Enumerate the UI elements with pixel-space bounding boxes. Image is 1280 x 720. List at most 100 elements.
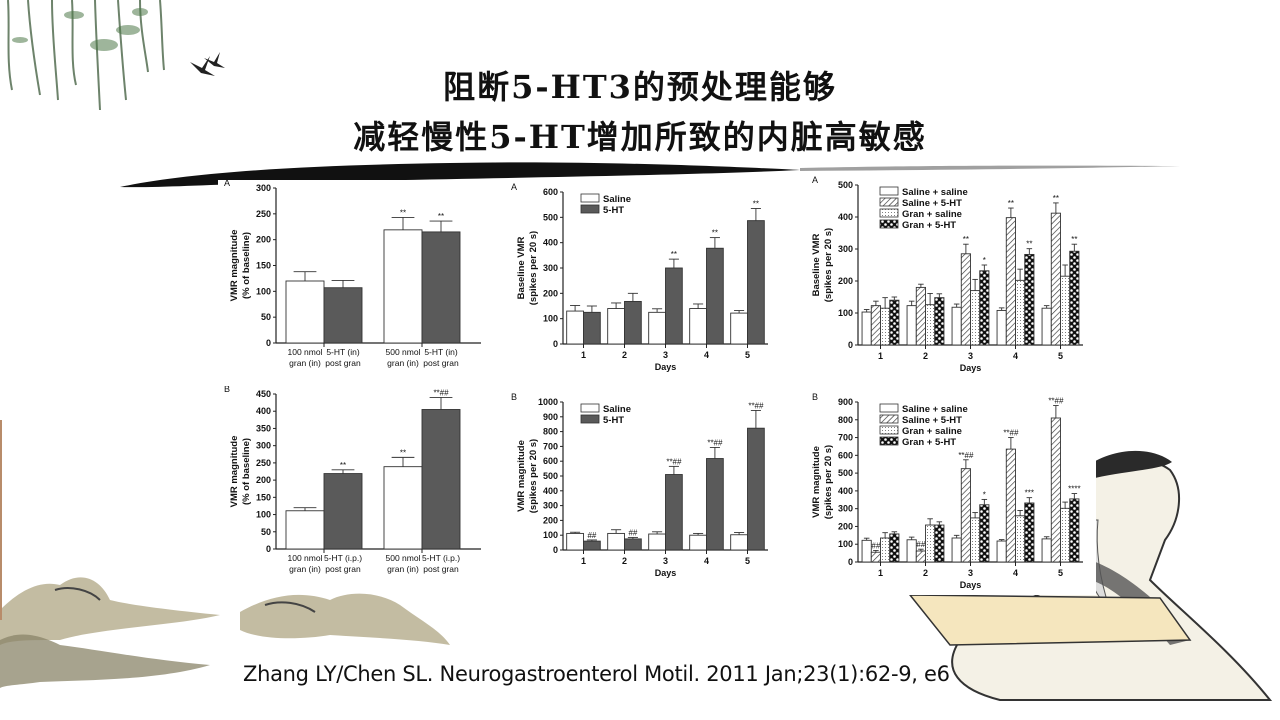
y-tick-label: 200	[543, 288, 558, 298]
x-tick-label-line1: 100 nmol	[288, 347, 323, 357]
x-tick-label: 4	[704, 556, 709, 566]
bar	[889, 533, 900, 563]
chart-right-A: A 0 100 200 300 400 500 Baseline VMR (spikes per…	[806, 175, 1096, 380]
y-tick-label: 250	[256, 209, 271, 219]
chart-mid-A: A 0 100 200 300 400 500 600 Baseline VMR (spikes …	[505, 180, 780, 380]
bar	[889, 299, 900, 346]
panel-label: B	[511, 392, 517, 402]
x-tick-label-line1: 5-HT (i.p.)	[324, 553, 362, 563]
y-axis-label: VMR magnitude (spikes per 20 s)	[811, 445, 834, 519]
significance-label: **##	[433, 388, 449, 397]
legend-swatch	[580, 204, 600, 214]
y-tick-label: 0	[266, 338, 271, 348]
bar	[566, 310, 584, 345]
bar	[934, 524, 945, 563]
panel-label: A	[511, 182, 517, 192]
significance-label: **##	[707, 438, 723, 447]
significance-label: **	[963, 235, 969, 244]
slide-title-line2: 减轻慢性5-HT增加所致的内脏高敏感	[353, 118, 927, 156]
y-tick-label: 0	[553, 545, 558, 555]
y-tick-label: 50	[261, 312, 271, 322]
significance-label: ##	[871, 541, 880, 550]
significance-label: ##	[916, 540, 925, 549]
bar	[1069, 250, 1080, 346]
chart-left-A: A 0 50 100 150 200 250 300 VMR magnitude (% of ba…	[218, 180, 488, 380]
bar	[624, 300, 642, 345]
significance-label: *	[983, 256, 986, 265]
y-tick-label: 500	[838, 180, 853, 190]
bar	[583, 540, 601, 551]
bar	[648, 533, 666, 551]
x-tick-label-line1: 5-HT (i.p.)	[422, 553, 460, 563]
bar	[1041, 307, 1052, 346]
y-axis-label-line1: VMR magnitude	[811, 446, 822, 518]
y-axis-label: VMR magnitude (% of baseline)	[229, 230, 252, 302]
legend-swatch	[879, 186, 899, 196]
significance-label: ****	[1068, 485, 1080, 494]
bar	[880, 307, 891, 346]
bar	[996, 540, 1007, 563]
bar	[665, 267, 683, 345]
bar	[960, 468, 971, 563]
bar	[880, 537, 891, 563]
y-tick-label: 500	[838, 468, 853, 478]
significance-label: ##	[628, 528, 637, 537]
y-tick-label: 400	[838, 212, 853, 222]
legend-swatch	[580, 403, 600, 413]
x-axis-label: Days	[655, 362, 677, 372]
legend-label: Saline	[603, 194, 631, 205]
bar	[979, 504, 990, 563]
bar	[689, 534, 707, 551]
bar	[1015, 515, 1026, 563]
y-tick-label: 100	[838, 308, 853, 318]
left-edge-border	[0, 420, 2, 620]
significance-label: **	[1071, 235, 1077, 244]
y-tick-label: 0	[848, 340, 853, 350]
significance-label: **	[1026, 240, 1032, 249]
y-axis-label: Baseline VMR (spikes per 20 s)	[811, 228, 834, 302]
significance-label: **##	[748, 401, 764, 410]
significance-label: ##	[587, 531, 596, 540]
panel-label: B	[812, 392, 818, 402]
y-tick-label: 300	[543, 501, 558, 511]
significance-label: **##	[1048, 397, 1064, 406]
y-tick-label: 900	[543, 412, 558, 422]
chart-left-B: B 0 50 100 150 200 250 300 350 400 450 VMR magnitud…	[218, 386, 488, 586]
bar	[1069, 498, 1080, 563]
bar	[706, 458, 724, 551]
y-tick-label: 0	[266, 544, 271, 554]
x-tick-label: 5	[1058, 351, 1063, 361]
bar	[861, 311, 872, 346]
x-tick-label: 5	[745, 556, 750, 566]
y-axis-label: VMR magnitude (spikes per 20 s)	[516, 439, 539, 513]
y-tick-label: 300	[256, 441, 271, 451]
y-tick-label: 300	[256, 183, 271, 193]
legend-swatch	[879, 425, 899, 435]
y-tick-label: 200	[256, 475, 271, 485]
bar	[870, 551, 881, 563]
significance-label: ***	[1025, 489, 1034, 498]
x-tick-label: 1	[581, 350, 586, 360]
bar	[1015, 279, 1026, 346]
y-tick-label: 700	[838, 433, 853, 443]
bar	[285, 510, 325, 550]
legend-label: Gran + 5-HT	[902, 437, 956, 448]
x-tick-label-line2: gran (in)	[289, 564, 321, 574]
bar	[1024, 253, 1035, 346]
bar	[706, 247, 724, 345]
legend-swatch	[879, 436, 899, 446]
legend-swatch	[879, 219, 899, 229]
bar	[906, 305, 917, 346]
bar	[915, 550, 926, 563]
legend-label: Saline + saline	[902, 404, 968, 415]
x-tick-label: 1	[581, 556, 586, 566]
bar	[1060, 275, 1071, 346]
x-tick-label: 3	[968, 351, 973, 361]
y-tick-label: 100	[543, 314, 558, 324]
y-tick-label: 50	[261, 527, 271, 537]
legend-label: Gran + saline	[902, 426, 962, 437]
bar	[906, 539, 917, 563]
bar	[870, 305, 881, 346]
bar	[648, 311, 666, 345]
significance-label: **	[340, 461, 346, 470]
